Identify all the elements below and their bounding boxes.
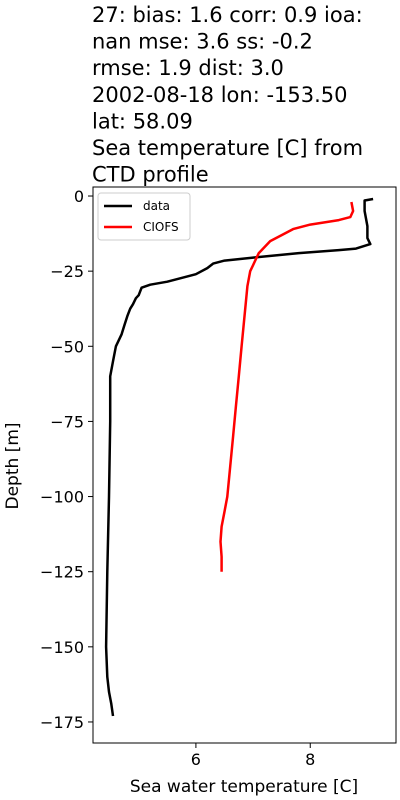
series-line-data	[104, 197, 374, 717]
series-line-ciofs	[219, 201, 355, 572]
y-tick-label: 0	[74, 187, 84, 206]
title-line: nan mse: 3.6 ss: -0.2	[92, 30, 313, 54]
y-tick-label: −25	[50, 262, 84, 281]
y-tick-label: −150	[40, 638, 84, 657]
title-line: Sea temperature [C] from	[92, 136, 363, 160]
title-line: rmse: 1.9 dist: 3.0	[92, 56, 284, 80]
y-tick-label: −50	[50, 337, 84, 356]
plot-frame	[92, 186, 397, 744]
y-axis-ticks: 0 −25 −50 −75 −100 −125 −150 −175	[40, 187, 93, 732]
title-line: 2002-08-18 lon: -153.50	[92, 83, 348, 107]
y-tick-label: −125	[40, 563, 84, 582]
legend: data CIOFS	[97, 192, 191, 241]
y-axis-label: Depth [m]	[3, 422, 23, 509]
plot-area	[92, 186, 397, 744]
x-tick-label: 8	[305, 750, 315, 769]
y-tick-label: −100	[40, 488, 84, 507]
chart-title: 27: bias: 1.6 corr: 0.9 ioa: nan mse: 3.6…	[92, 3, 363, 187]
legend-label-ciofs: CIOFS	[143, 220, 179, 234]
y-tick-label: −75	[50, 412, 84, 431]
y-tick-label: −175	[40, 713, 84, 732]
x-tick-label: 6	[191, 750, 201, 769]
title-line: 27: bias: 1.6 corr: 0.9 ioa:	[92, 3, 363, 27]
legend-label-data: data	[143, 199, 170, 213]
title-line: lat: 58.09	[92, 109, 193, 133]
x-axis-label: Sea water temperature [C]	[130, 777, 358, 797]
title-line: CTD profile	[92, 163, 209, 187]
